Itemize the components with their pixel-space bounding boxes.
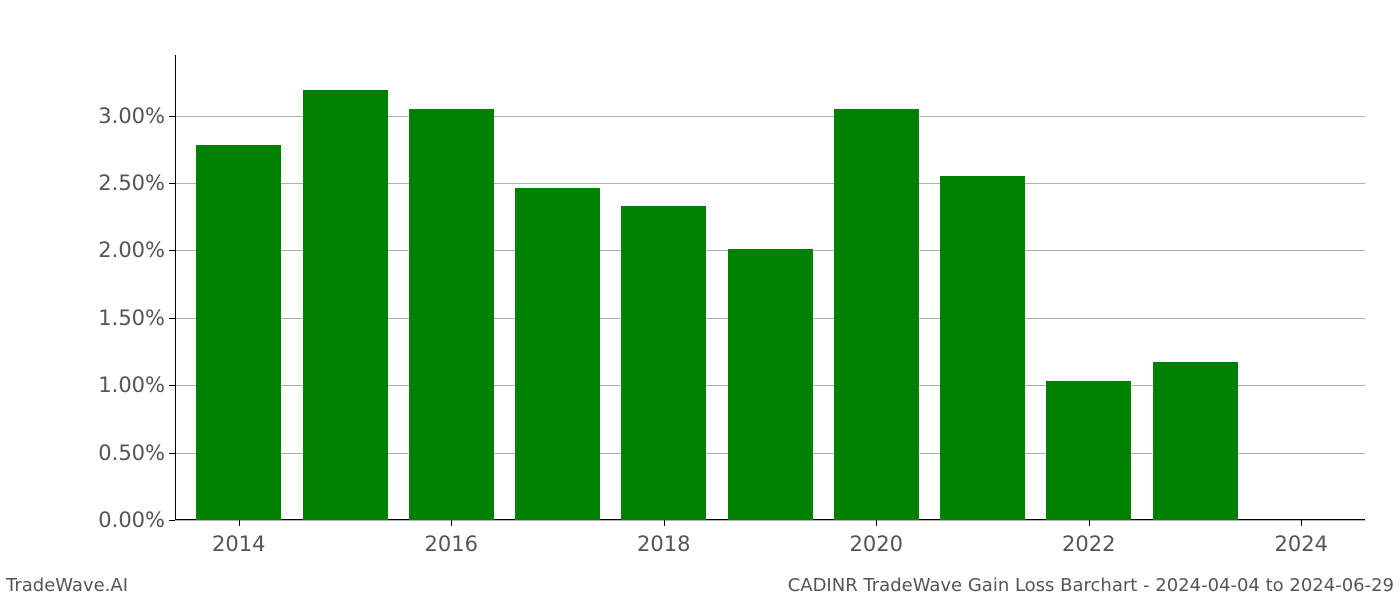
xtick-label: 2022 <box>1062 520 1115 556</box>
ytick-label: 1.00% <box>98 373 175 397</box>
ytick-label: 0.00% <box>98 508 175 532</box>
footer-left-text: TradeWave.AI <box>6 575 128 596</box>
xtick-label: 2014 <box>212 520 265 556</box>
ytick-label: 0.50% <box>98 441 175 465</box>
bar <box>1046 381 1131 520</box>
bar <box>515 188 600 520</box>
gridline <box>175 520 1365 521</box>
ytick-label: 2.50% <box>98 171 175 195</box>
bar <box>409 109 494 520</box>
plot-area: 0.00%0.50%1.00%1.50%2.00%2.50%3.00%20142… <box>175 55 1365 520</box>
xtick-label: 2024 <box>1275 520 1328 556</box>
ytick-label: 3.00% <box>98 104 175 128</box>
bar <box>196 145 281 520</box>
bar <box>303 90 388 520</box>
ytick-label: 2.00% <box>98 238 175 262</box>
chart-container: 0.00% 0.50% 1.00% 1.50% 2.00% 2.50% 3.00% 2014 2… <box>0 0 1400 600</box>
ytick-label: 1.50% <box>98 306 175 330</box>
bar <box>728 249 813 520</box>
xtick-label: 2018 <box>637 520 690 556</box>
xtick-label: 2020 <box>850 520 903 556</box>
bar <box>834 109 919 520</box>
xtick-label: 2016 <box>425 520 478 556</box>
bar <box>1153 362 1238 520</box>
bar <box>621 206 706 520</box>
bar <box>940 176 1025 520</box>
footer-right-text: CADINR TradeWave Gain Loss Barchart - 20… <box>788 575 1394 596</box>
y-axis-line <box>175 55 176 520</box>
